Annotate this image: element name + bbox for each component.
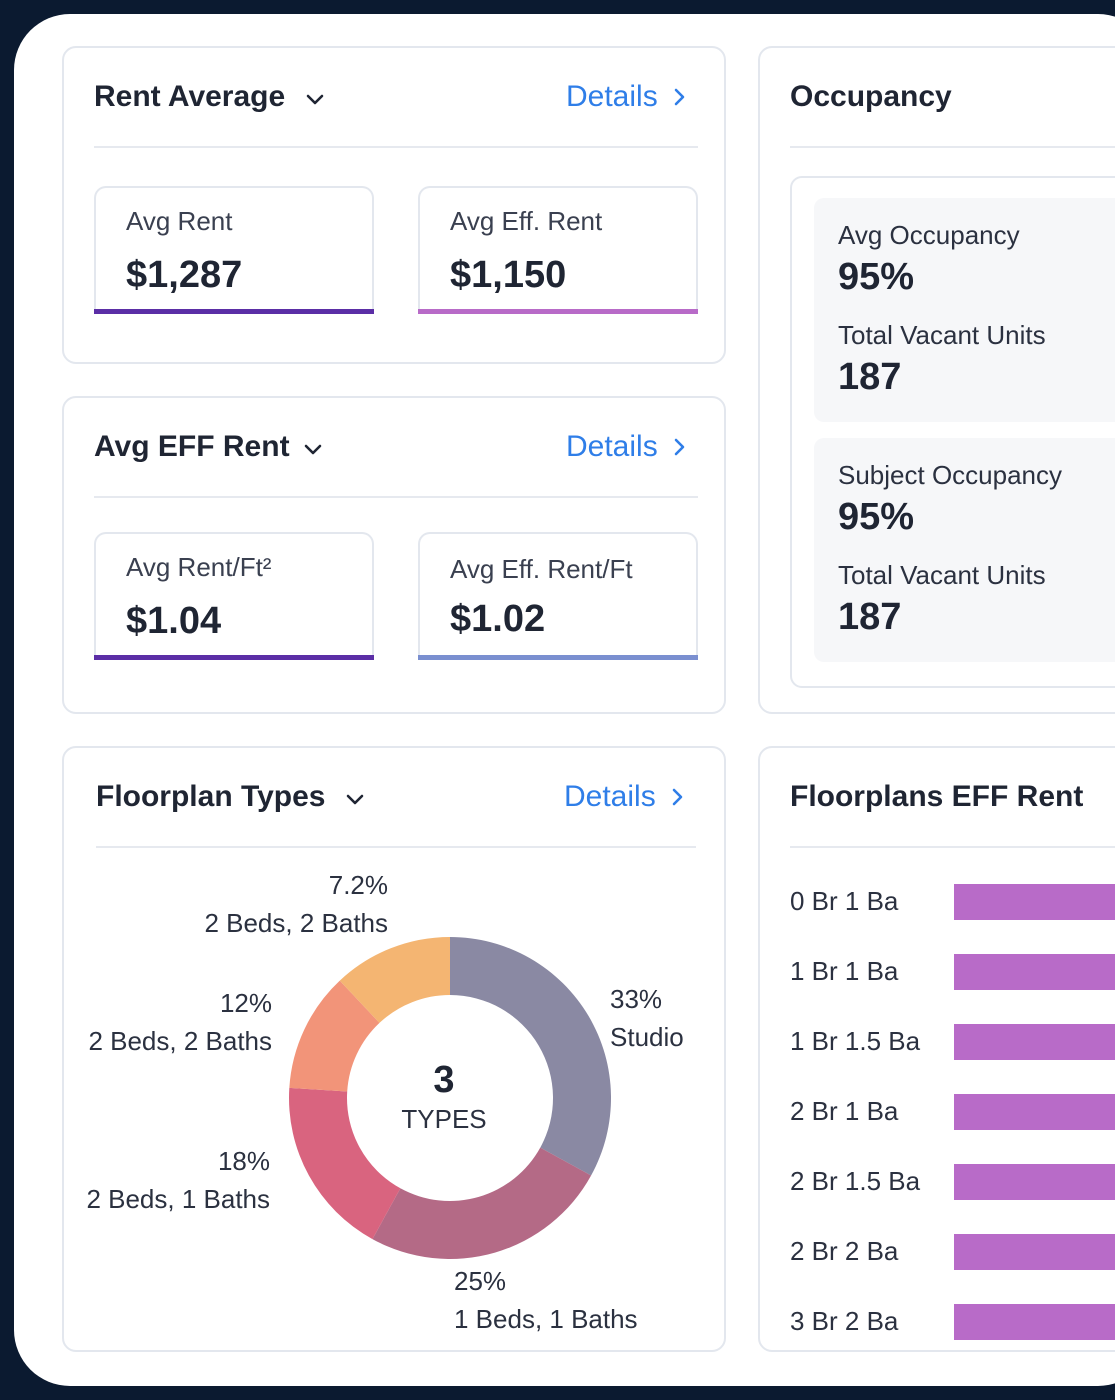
chevron-down-icon[interactable] xyxy=(300,436,326,462)
floorplan-row-label: 0 Br 1 Ba xyxy=(790,886,899,916)
avg-rent-per-ft-metric: Avg Rent/Ft² $1.04 xyxy=(94,532,374,660)
occupancy-label: Avg Occupancy xyxy=(838,220,1020,250)
avg-rent-metric: Avg Rent $1,287 xyxy=(94,186,374,314)
chevron-right-icon xyxy=(674,88,685,106)
floorplan-bar xyxy=(954,1094,1115,1130)
donut-slice xyxy=(289,980,380,1092)
donut-label-18: 18% 2 Beds, 1 Baths xyxy=(70,1142,270,1218)
floorplan-types-card: Floorplan Types Details 3 TYPES 7.2% 2 B… xyxy=(62,746,726,1352)
occupancy-label: Subject Occupancy xyxy=(838,460,1063,490)
chevron-right-icon xyxy=(674,438,685,456)
slice-name: Studio xyxy=(610,1022,684,1052)
floorplan-bar xyxy=(954,884,1115,920)
donut-slice xyxy=(289,1087,401,1240)
floorplan-row-label: 1 Br 1.5 Ba xyxy=(790,1026,921,1056)
card-title: Occupancy xyxy=(790,80,952,113)
avg-eff-rent-card: Avg EFF Rent Details Avg Rent/Ft² $1.04 … xyxy=(62,396,726,714)
metric-accent-bar xyxy=(94,655,374,660)
chevron-down-icon[interactable] xyxy=(302,86,328,112)
occupancy-value: 95% xyxy=(838,496,915,538)
metric-value: $1,287 xyxy=(126,254,243,296)
metric-value: $1.02 xyxy=(450,598,546,640)
slice-name: 2 Beds, 2 Baths xyxy=(204,908,388,938)
dashboard-frame: Rent Average Details Avg Rent $1,287 Avg… xyxy=(14,14,1115,1386)
subject-occupancy-box: Subject Occupancy 95% Total Vacant Units… xyxy=(814,438,1115,662)
avg-occupancy-box: Avg Occupancy 95% Total Vacant Units 187 xyxy=(814,198,1115,422)
card-title: Avg EFF Rent xyxy=(94,430,290,463)
divider xyxy=(790,846,1115,848)
chevron-right-icon xyxy=(672,788,683,806)
floorplan-donut-chart: 3 TYPES xyxy=(289,937,612,1259)
vacant-units-value: 187 xyxy=(838,356,902,398)
metric-accent-bar xyxy=(418,309,698,314)
details-label: Details xyxy=(564,780,656,813)
slice-name: 2 Beds, 2 Baths xyxy=(88,1026,272,1056)
floorplan-bar xyxy=(954,1164,1115,1200)
floorplan-bar xyxy=(954,1304,1115,1340)
floorplan-row-label: 2 Br 1 Ba xyxy=(790,1096,899,1126)
metric-label: Avg Rent xyxy=(126,206,233,236)
floorplans-eff-rent-card: Floorplans EFF Rent 0 Br 1 Ba 1 Br 1 Ba 1 … xyxy=(758,746,1115,1352)
donut-center-value: 3 xyxy=(433,1059,454,1101)
divider xyxy=(94,496,698,498)
metric-accent-bar xyxy=(94,309,374,314)
divider xyxy=(96,846,696,848)
floorplan-row-label: 2 Br 1.5 Ba xyxy=(790,1166,921,1196)
donut-slice xyxy=(450,937,612,1176)
donut-slice xyxy=(372,1147,592,1259)
floorplan-row-label: 1 Br 1 Ba xyxy=(790,956,899,986)
details-label: Details xyxy=(566,430,658,463)
metric-label: Avg Eff. Rent/Ft xyxy=(450,554,633,584)
vacant-units-label: Total Vacant Units xyxy=(838,320,1046,350)
avg-eff-rent-metric: Avg Eff. Rent $1,150 xyxy=(418,186,698,314)
occupancy-inner-panel: Avg Occupancy 95% Total Vacant Units 187… xyxy=(790,176,1115,688)
floorplan-row-label: 2 Br 2 Ba xyxy=(790,1236,899,1266)
metric-label: Avg Rent/Ft² xyxy=(126,552,272,582)
floorplan-bar xyxy=(954,1234,1115,1270)
vacant-units-label: Total Vacant Units xyxy=(838,560,1046,590)
floorplan-row-label: 3 Br 2 Ba xyxy=(790,1306,899,1336)
slice-percent: 25% xyxy=(454,1266,507,1296)
details-link[interactable]: Details xyxy=(564,780,686,814)
floorplan-bar xyxy=(954,954,1115,990)
vacant-units-value: 187 xyxy=(838,596,902,638)
slice-name: 2 Beds, 1 Baths xyxy=(86,1184,270,1214)
donut-label-12: 12% 2 Beds, 2 Baths xyxy=(72,984,272,1060)
donut-label-7-2: 7.2% 2 Beds, 2 Baths xyxy=(188,866,388,942)
slice-percent: 12% xyxy=(219,988,272,1018)
metric-value: $1,150 xyxy=(450,254,567,296)
chevron-down-icon[interactable] xyxy=(342,786,368,812)
slice-name: 1 Beds, 1 Baths xyxy=(454,1304,638,1334)
divider xyxy=(790,146,1115,148)
metric-accent-bar xyxy=(418,655,698,660)
details-link[interactable]: Details xyxy=(566,430,688,464)
occupancy-card: Occupancy Avg Occupancy 95% Total Vacant… xyxy=(758,46,1115,714)
details-label: Details xyxy=(566,80,658,113)
slice-percent: 33% xyxy=(610,984,663,1014)
card-title: Floorplan Types xyxy=(96,780,326,813)
card-title: Floorplans EFF Rent xyxy=(790,780,1084,813)
donut-slice xyxy=(339,937,450,1023)
card-title: Rent Average xyxy=(94,80,286,113)
divider xyxy=(94,146,698,148)
rent-average-card: Rent Average Details Avg Rent $1,287 Avg… xyxy=(62,46,726,364)
slice-percent: 7.2% xyxy=(328,870,388,900)
avg-eff-rent-per-ft-metric: Avg Eff. Rent/Ft $1.02 xyxy=(418,532,698,660)
floorplan-bar xyxy=(954,1024,1115,1060)
details-link[interactable]: Details xyxy=(566,80,688,114)
metric-value: $1.04 xyxy=(126,600,222,642)
donut-center-label: TYPES xyxy=(401,1104,486,1134)
slice-percent: 18% xyxy=(217,1146,270,1176)
donut-label-25: 25% 1 Beds, 1 Baths xyxy=(454,1262,674,1338)
occupancy-value: 95% xyxy=(838,256,915,298)
metric-label: Avg Eff. Rent xyxy=(450,206,603,236)
donut-label-33: 33% Studio xyxy=(610,980,730,1056)
